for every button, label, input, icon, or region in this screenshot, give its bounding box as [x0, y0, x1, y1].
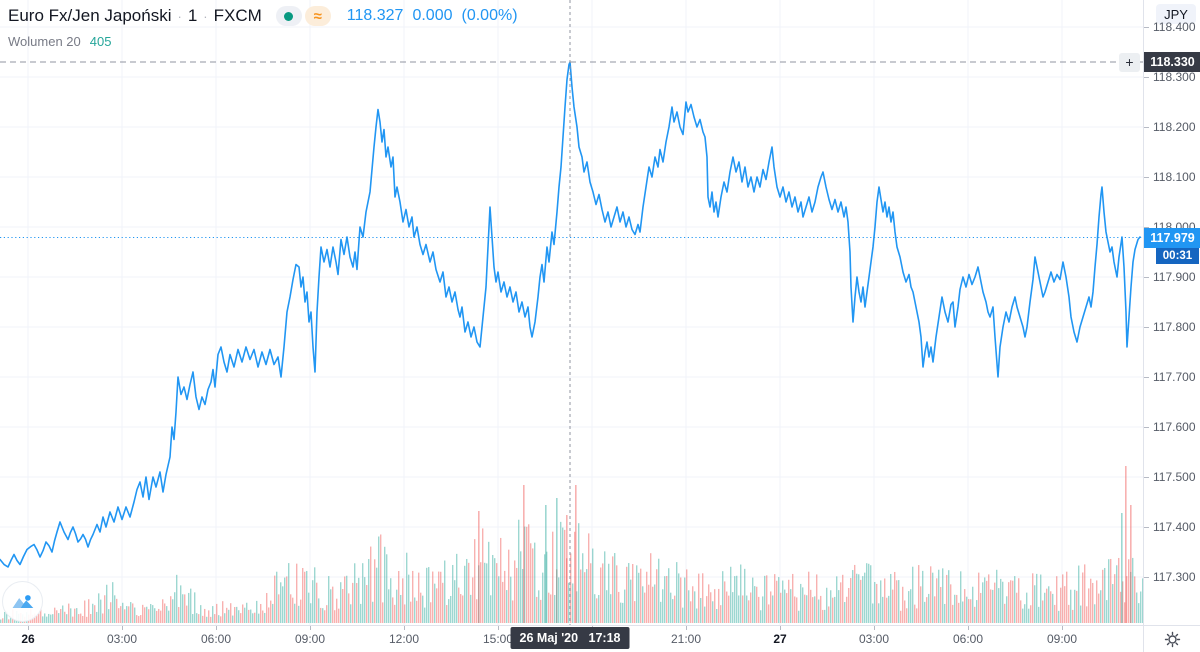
time-tick-mark — [874, 626, 875, 630]
exchange-label[interactable]: FXCM — [213, 6, 262, 25]
tradingview-logo[interactable] — [2, 581, 43, 622]
price-line — [0, 61, 1141, 568]
price-tick-mark — [1144, 477, 1149, 478]
interval-label[interactable]: 1 — [187, 6, 198, 25]
price-tick-label: 118.300 — [1153, 70, 1196, 84]
time-label-day: 26 — [21, 632, 35, 646]
time-tick-mark — [28, 626, 29, 630]
crosshair-price-label: 118.330 — [1144, 52, 1200, 72]
price-tick-mark — [1144, 577, 1149, 578]
price-tick-label: 118.100 — [1153, 170, 1196, 184]
time-label: 03:00 — [858, 632, 890, 646]
currency-button[interactable]: JPY — [1156, 4, 1196, 24]
last-price-label: 117.979 — [1144, 227, 1200, 248]
axis-corner-cell — [1143, 625, 1200, 652]
delayed-data-icon[interactable]: ≈ — [304, 6, 331, 26]
crosshair-time-label: 26 Maj '20 17:18 — [510, 627, 630, 649]
symbol-title[interactable]: Euro Fx/Jen Japoński — [8, 6, 172, 25]
legend-separator: · — [177, 8, 182, 24]
quote-change-pct: (0.00%) — [461, 7, 518, 24]
price-tick-mark — [1144, 427, 1149, 428]
price-tick-mark — [1144, 527, 1149, 528]
price-tick-label: 117.800 — [1153, 320, 1196, 334]
time-label: 03:00 — [106, 632, 138, 646]
time-label: 15:00 — [482, 632, 514, 646]
time-tick-mark — [404, 626, 405, 630]
price-tick-label: 117.500 — [1153, 470, 1196, 484]
time-tick-mark — [1062, 626, 1063, 630]
time-label: 06:00 — [952, 632, 984, 646]
chart-plot[interactable] — [0, 0, 1143, 625]
settings-gear-button[interactable] — [1161, 628, 1183, 650]
bar-close-countdown: 00:31 — [1156, 248, 1199, 264]
volume-bars — [0, 466, 1143, 623]
quote-last: 118.327 — [346, 7, 404, 24]
time-label: 09:00 — [294, 632, 326, 646]
time-tick-mark — [686, 626, 687, 630]
chart-legend: Euro Fx/Jen Japoński · 1 · FXCM ≈ 118.32… — [8, 4, 518, 51]
price-tick-mark — [1144, 77, 1149, 78]
time-label: 21:00 — [670, 632, 702, 646]
price-tick-label: 117.600 — [1153, 420, 1196, 434]
quote-change: 0.000 — [412, 7, 453, 24]
time-tick-mark — [310, 626, 311, 630]
grid-lines — [0, 0, 1143, 625]
time-label-day: 27 — [773, 632, 787, 646]
price-axis[interactable]: JPY 118.400118.300118.200118.100118.0001… — [1143, 0, 1200, 625]
price-tick-label: 117.400 — [1153, 520, 1196, 534]
price-tick-label: 117.700 — [1153, 370, 1196, 384]
price-tick-label: 117.900 — [1153, 270, 1196, 284]
price-tick-mark — [1144, 27, 1149, 28]
mountain-logo-icon — [12, 594, 33, 608]
price-tick-mark — [1144, 127, 1149, 128]
volume-indicator-label[interactable]: Wolumen 20 — [8, 33, 81, 49]
time-tick-mark — [122, 626, 123, 630]
time-tick-mark — [968, 626, 969, 630]
chart-canvas[interactable]: Euro Fx/Jen Japoński · 1 · FXCM ≈ 118.32… — [0, 0, 1143, 625]
price-tick-label: 117.300 — [1153, 570, 1196, 584]
price-tick-mark — [1144, 177, 1149, 178]
time-label: 09:00 — [1046, 632, 1078, 646]
price-tick-mark — [1144, 327, 1149, 328]
time-axis[interactable]: 26 03:00 06:00 09:00 12:00 15:00 21:00 27 03:00 0… — [0, 625, 1143, 652]
time-tick-mark — [216, 626, 217, 630]
price-tick-label: 118.400 — [1153, 20, 1196, 34]
price-tick-label: 118.200 — [1153, 120, 1196, 134]
time-label: 06:00 — [200, 632, 232, 646]
price-tick-mark — [1144, 377, 1149, 378]
time-tick-mark — [498, 626, 499, 630]
time-tick-mark — [780, 626, 781, 630]
legend-separator: · — [203, 8, 208, 24]
quote-row: 118.327 0.000 (0.00%) — [347, 7, 518, 25]
add-order-plus-button[interactable]: + — [1119, 53, 1140, 72]
volume-indicator-value: 405 — [89, 33, 112, 49]
market-open-dot — [284, 11, 294, 21]
time-label: 12:00 — [388, 632, 420, 646]
gear-icon — [1164, 631, 1180, 647]
price-tick-mark — [1144, 277, 1149, 278]
market-status-pill[interactable] — [275, 6, 302, 26]
